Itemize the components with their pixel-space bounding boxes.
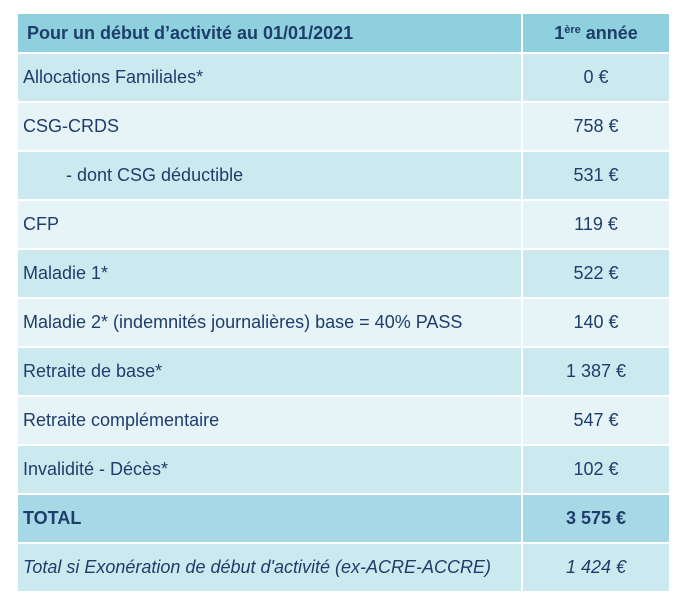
row-label: CFP	[18, 201, 523, 248]
row-label: Maladie 1*	[18, 250, 523, 297]
header-year-sup: ère	[564, 24, 581, 36]
table-row: Maladie 1* 522 €	[18, 250, 669, 297]
row-amount: 0 €	[583, 67, 609, 87]
row-amount: 522 €	[573, 263, 619, 283]
header-year-number: 1	[554, 22, 565, 43]
row-label: Total si Exonération de début d'activité…	[18, 544, 523, 591]
row-amount: 531 €	[573, 165, 619, 185]
table-row: Total si Exonération de début d'activité…	[18, 544, 669, 591]
row-label: - dont CSG déductible	[18, 152, 523, 199]
row-amount: 758 €	[573, 116, 619, 136]
table-row: Retraite de base* 1 387 €	[18, 348, 669, 395]
header-label: Pour un début d’activité au 01/01/2021	[18, 14, 523, 52]
row-label: TOTAL	[18, 495, 523, 542]
table-row: Maladie 2* (indemnités journalières) bas…	[18, 299, 669, 346]
row-amount: 547 €	[573, 410, 619, 430]
row-label: Retraite de base*	[18, 348, 523, 395]
table-row: - dont CSG déductible 531 €	[18, 152, 669, 199]
table-row: CFP 119 €	[18, 201, 669, 248]
row-amount: 102 €	[573, 459, 619, 479]
table-row: TOTAL 3 575 €	[18, 495, 669, 542]
table-row: Invalidité - Décès* 102 €	[18, 446, 669, 493]
contribution-table: Pour un début d’activité au 01/01/2021 1…	[18, 14, 669, 593]
header-row: Pour un début d’activité au 01/01/2021 1…	[18, 14, 669, 52]
row-label: Retraite complémentaire	[18, 397, 523, 444]
row-amount: 3 575 €	[565, 508, 627, 528]
table-row: Allocations Familiales* 0 €	[18, 54, 669, 101]
header-year-text: année	[580, 22, 638, 43]
row-amount: 140 €	[573, 312, 619, 332]
row-label: CSG-CRDS	[18, 103, 523, 150]
row-amount: 1 387 €	[565, 361, 627, 381]
row-label: Allocations Familiales*	[18, 54, 523, 101]
row-label: Invalidité - Décès*	[18, 446, 523, 493]
table-row: CSG-CRDS 758 €	[18, 103, 669, 150]
row-label: Maladie 2* (indemnités journalières) bas…	[18, 299, 523, 346]
header-year: 1 ère année	[523, 14, 669, 52]
row-amount: 119 €	[574, 214, 618, 234]
table-row: Retraite complémentaire 547 €	[18, 397, 669, 444]
row-amount: 1 424 €	[565, 557, 627, 577]
